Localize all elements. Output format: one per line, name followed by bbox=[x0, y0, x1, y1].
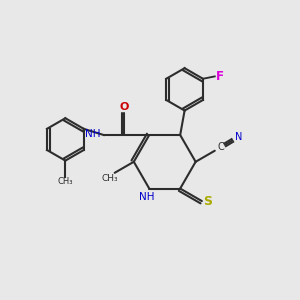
Text: O: O bbox=[119, 102, 129, 112]
Text: NH: NH bbox=[139, 192, 155, 202]
Text: S: S bbox=[203, 195, 212, 208]
Text: CH₃: CH₃ bbox=[58, 177, 73, 186]
Text: F: F bbox=[216, 70, 224, 83]
Text: CH₃: CH₃ bbox=[102, 174, 119, 183]
Text: N: N bbox=[235, 132, 243, 142]
Text: C: C bbox=[218, 142, 225, 152]
Text: NH: NH bbox=[85, 129, 100, 139]
